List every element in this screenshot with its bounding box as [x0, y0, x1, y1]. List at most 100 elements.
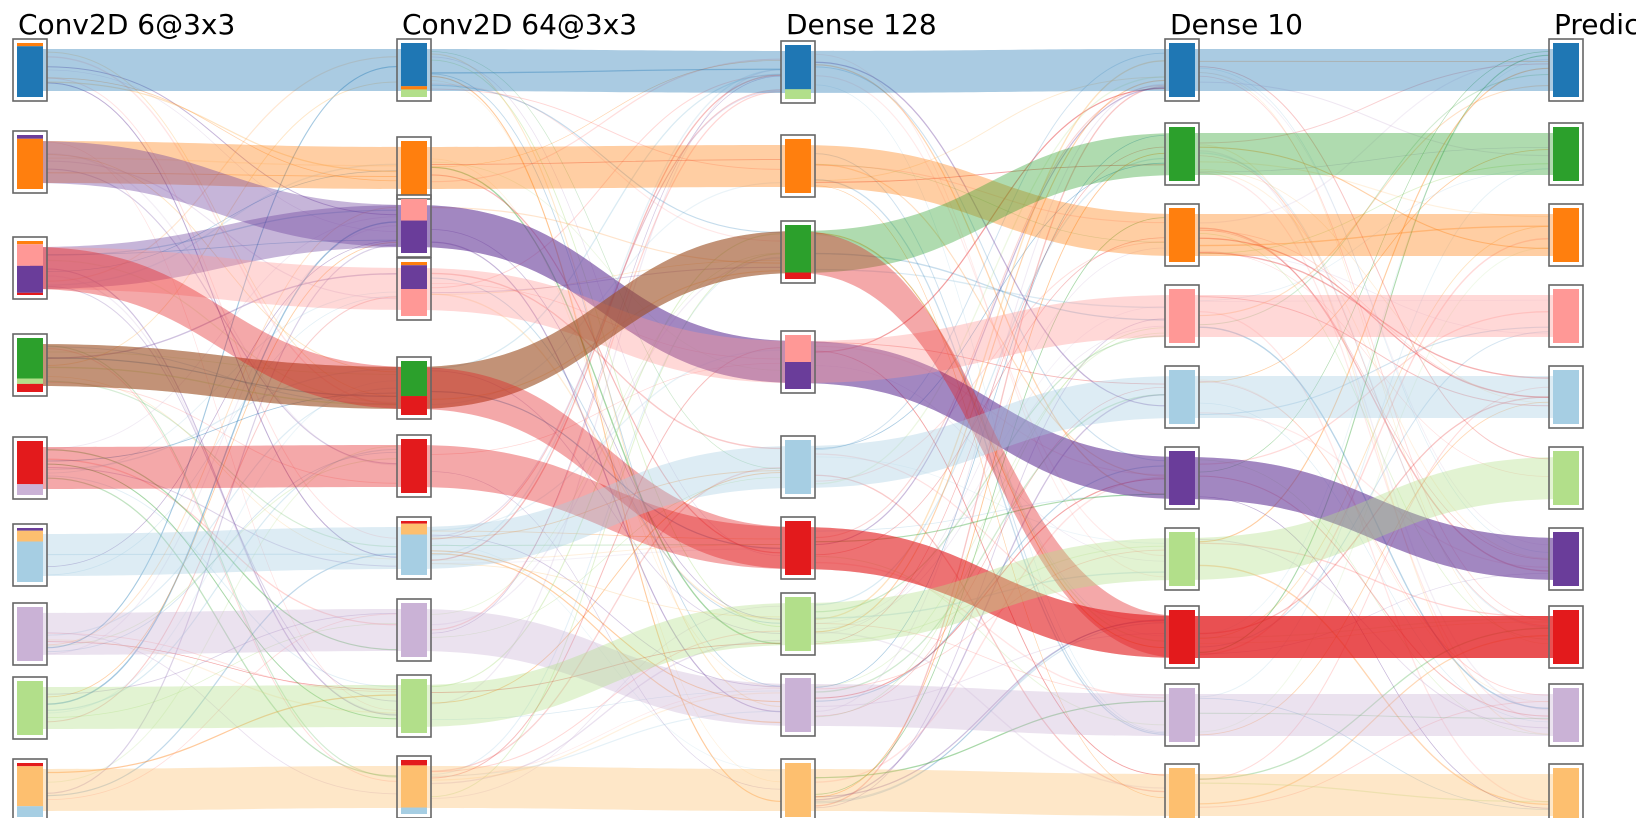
node-frame	[780, 758, 816, 818]
node-layer4-3[interactable]	[1548, 284, 1584, 348]
thin-link	[430, 690, 782, 720]
node-layer1-9[interactable]	[396, 755, 432, 818]
thin-link	[430, 642, 782, 694]
flow-band-c1	[1182, 214, 1566, 256]
node-layer1-3[interactable]	[396, 257, 432, 321]
node-layer0-0[interactable]	[12, 38, 48, 102]
thin-link	[1198, 170, 1550, 559]
node-segment-c9	[401, 765, 427, 808]
node-layer0-1[interactable]	[12, 130, 48, 194]
node-segment-c6	[401, 807, 427, 814]
thin-link	[430, 56, 782, 556]
node-segment-c1	[17, 241, 43, 245]
node-frame	[12, 676, 48, 740]
thin-link	[1198, 73, 1550, 326]
thin-link	[46, 451, 398, 653]
thin-link	[430, 59, 782, 627]
node-layer1-6[interactable]	[396, 516, 432, 580]
thin-link	[46, 458, 398, 647]
node-layer4-8[interactable]	[1548, 683, 1584, 747]
node-layer3-7[interactable]	[1164, 605, 1200, 669]
thin-link	[1198, 59, 1550, 635]
thin-link	[1198, 58, 1550, 224]
node-layer0-8[interactable]	[12, 758, 48, 818]
thin-link	[814, 493, 1166, 543]
node-layer3-0[interactable]	[1164, 38, 1200, 102]
thin-link	[814, 474, 1166, 793]
thin-link	[814, 241, 1166, 482]
thin-link	[430, 241, 782, 713]
thin-link	[1198, 67, 1550, 543]
node-layer2-7[interactable]	[780, 673, 816, 737]
node-layer0-3[interactable]	[12, 333, 48, 397]
thin-link	[814, 237, 1166, 556]
node-layer2-0[interactable]	[780, 40, 816, 104]
node-layer1-7[interactable]	[396, 598, 432, 662]
node-layer2-1[interactable]	[780, 134, 816, 198]
node-layer2-2[interactable]	[780, 220, 816, 284]
thin-link	[430, 293, 782, 621]
node-layer4-9[interactable]	[1548, 763, 1584, 818]
node-layer3-3[interactable]	[1164, 284, 1200, 348]
node-layer0-4[interactable]	[12, 436, 48, 500]
thin-link	[430, 543, 782, 561]
node-layer2-4[interactable]	[780, 435, 816, 499]
thin-link	[1198, 150, 1550, 711]
node-layer0-5[interactable]	[12, 523, 48, 587]
node-segment-c9	[785, 763, 811, 817]
thin-link	[46, 296, 398, 723]
node-layer3-8[interactable]	[1164, 683, 1200, 747]
node-segment-c1	[785, 139, 811, 193]
flow-band-c2	[1182, 457, 1566, 580]
node-layer3-5[interactable]	[1164, 446, 1200, 510]
thin-link	[814, 79, 1166, 633]
thin-link	[1198, 54, 1550, 653]
node-layer3-9[interactable]	[1164, 763, 1200, 818]
thin-link	[46, 209, 398, 256]
node-layer0-6[interactable]	[12, 602, 48, 666]
node-layer4-1[interactable]	[1548, 122, 1584, 186]
node-layer3-6[interactable]	[1164, 527, 1200, 591]
node-layer4-4[interactable]	[1548, 365, 1584, 429]
node-layer1-2[interactable]	[396, 194, 432, 258]
thin-link	[430, 605, 782, 799]
node-layer3-2[interactable]	[1164, 203, 1200, 267]
node-layer0-2[interactable]	[12, 236, 48, 300]
thin-link	[430, 563, 782, 618]
node-layer4-6[interactable]	[1548, 527, 1584, 591]
thin-link	[46, 141, 398, 711]
thin-link	[46, 694, 398, 774]
node-layer4-2[interactable]	[1548, 203, 1584, 267]
node-segment-c8	[401, 89, 427, 97]
flow-band-c1	[798, 145, 1182, 256]
node-layer1-8[interactable]	[396, 674, 432, 738]
node-segment-c8	[1553, 451, 1579, 505]
node-layer1-1[interactable]	[396, 136, 432, 200]
node-layer3-1[interactable]	[1164, 122, 1200, 186]
thin-link	[1198, 627, 1550, 780]
thin-link	[1198, 331, 1550, 648]
flow-band-c4	[30, 344, 414, 409]
thin-link	[46, 56, 398, 405]
node-layer3-4[interactable]	[1164, 365, 1200, 429]
node-layer1-4[interactable]	[396, 356, 432, 420]
thin-link	[814, 456, 1166, 544]
node-layer4-5[interactable]	[1548, 446, 1584, 510]
node-layer2-6[interactable]	[780, 592, 816, 656]
column-label-dense-128: Dense 128	[786, 8, 937, 41]
node-layer1-0[interactable]	[396, 38, 432, 102]
thin-link	[430, 467, 782, 772]
node-layer0-7[interactable]	[12, 676, 48, 740]
flow-band-c8	[30, 685, 414, 729]
node-layer4-0[interactable]	[1548, 38, 1584, 102]
node-layer2-8[interactable]	[780, 758, 816, 818]
node-layer4-7[interactable]	[1548, 605, 1584, 669]
thin-link	[1198, 459, 1550, 735]
thin-link	[1198, 72, 1550, 546]
thin-link	[814, 61, 1166, 407]
thin-link	[1198, 326, 1550, 710]
node-layer2-3[interactable]	[780, 330, 816, 394]
node-layer2-5[interactable]	[780, 516, 816, 580]
node-layer1-5[interactable]	[396, 434, 432, 498]
thin-link	[430, 349, 782, 531]
